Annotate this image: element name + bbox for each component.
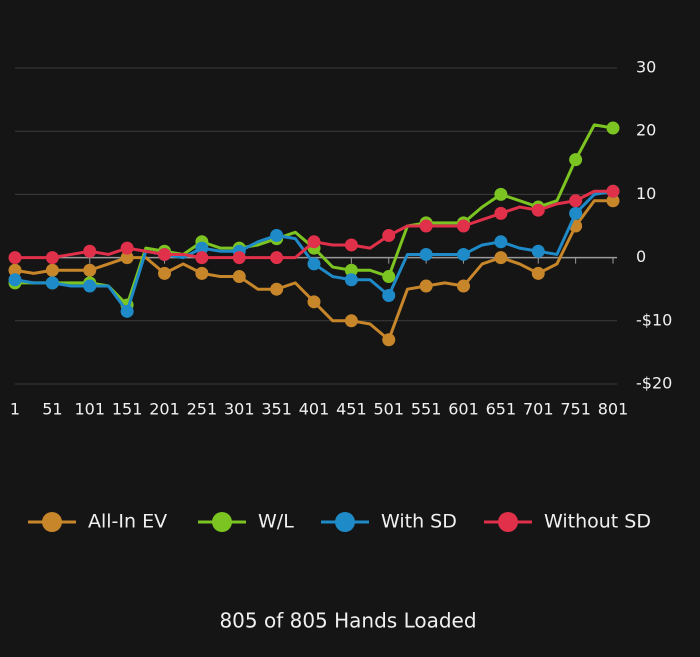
series-point — [569, 194, 583, 208]
series-point — [8, 273, 22, 287]
series-point — [457, 247, 470, 261]
x-tick-label: 201 — [149, 400, 180, 419]
x-tick-label: 651 — [486, 400, 517, 419]
series-point — [494, 206, 508, 220]
x-tick-label: 501 — [373, 400, 404, 419]
series-point — [494, 187, 508, 201]
series-point — [195, 266, 209, 280]
legend-marker — [335, 512, 355, 532]
series-point — [83, 279, 97, 293]
series-point — [120, 304, 134, 318]
series-point — [45, 251, 59, 265]
series-point — [83, 244, 97, 258]
series-point — [120, 241, 134, 255]
series-point — [494, 251, 508, 265]
series-point — [606, 121, 620, 135]
x-tick-label: 251 — [187, 400, 218, 419]
series-point — [83, 263, 97, 277]
series-point — [158, 247, 171, 261]
series-point — [457, 219, 470, 233]
series-point — [344, 263, 358, 277]
series-point — [419, 279, 433, 293]
series-point — [307, 235, 321, 249]
x-tick-label: 151 — [112, 400, 143, 419]
y-tick-label: 30 — [636, 58, 656, 77]
x-tick-label: 751 — [560, 400, 591, 419]
y-tick-label: 0 — [636, 247, 646, 266]
series-point — [382, 270, 396, 284]
series-point — [344, 273, 358, 287]
y-tick-label: -$10 — [636, 310, 672, 329]
series-point — [195, 251, 209, 265]
series-point — [270, 251, 284, 265]
series-point — [457, 279, 470, 293]
y-tick-label: 10 — [636, 184, 656, 203]
series-point — [344, 238, 358, 252]
status-text: 805 of 805 Hands Loaded — [219, 609, 476, 633]
series-line — [15, 123, 614, 307]
series-point — [45, 276, 59, 290]
series-point — [307, 295, 321, 309]
y-tick-label: -$20 — [636, 374, 672, 393]
legend-label: W/L — [258, 511, 294, 533]
series-point — [344, 314, 358, 328]
y-tick-label: 20 — [636, 121, 656, 140]
series-point — [120, 251, 134, 265]
x-tick-label: 701 — [523, 400, 554, 419]
legend-marker — [498, 512, 518, 532]
legend-label: With SD — [381, 511, 457, 533]
series-point — [531, 266, 545, 280]
series-point — [8, 251, 22, 265]
series-point — [195, 241, 209, 255]
x-tick-label: 301 — [224, 400, 255, 419]
series-point — [158, 266, 171, 280]
series-point — [606, 184, 620, 198]
series-point — [382, 289, 396, 303]
series-point — [569, 206, 583, 220]
series-point — [382, 333, 396, 347]
x-tick-label: 451 — [336, 400, 367, 419]
series-point — [494, 235, 508, 249]
series-point — [270, 282, 284, 296]
series-point — [307, 257, 321, 271]
series-point — [232, 251, 246, 265]
legend-marker — [212, 512, 232, 532]
series-point — [419, 219, 433, 233]
series-point — [232, 270, 246, 284]
series-point — [606, 194, 620, 208]
legend-label: Without SD — [544, 511, 651, 533]
x-tick-label: 51 — [42, 400, 62, 419]
series-point — [382, 228, 396, 242]
series-point — [45, 263, 59, 277]
series-point — [569, 153, 583, 167]
x-tick-label: 101 — [74, 400, 105, 419]
x-tick-label: 551 — [411, 400, 442, 419]
series-point — [8, 263, 22, 277]
x-tick-label: 801 — [598, 400, 629, 419]
x-tick-label: 601 — [448, 400, 479, 419]
series-point — [270, 228, 284, 242]
series-point — [419, 247, 433, 261]
x-tick-label: 1 — [10, 400, 20, 419]
x-tick-label: 401 — [299, 400, 330, 419]
series-point — [531, 203, 545, 217]
legend-label: All-In EV — [88, 511, 167, 533]
legend-marker — [42, 512, 62, 532]
series-point — [531, 244, 545, 258]
x-tick-label: 351 — [261, 400, 292, 419]
